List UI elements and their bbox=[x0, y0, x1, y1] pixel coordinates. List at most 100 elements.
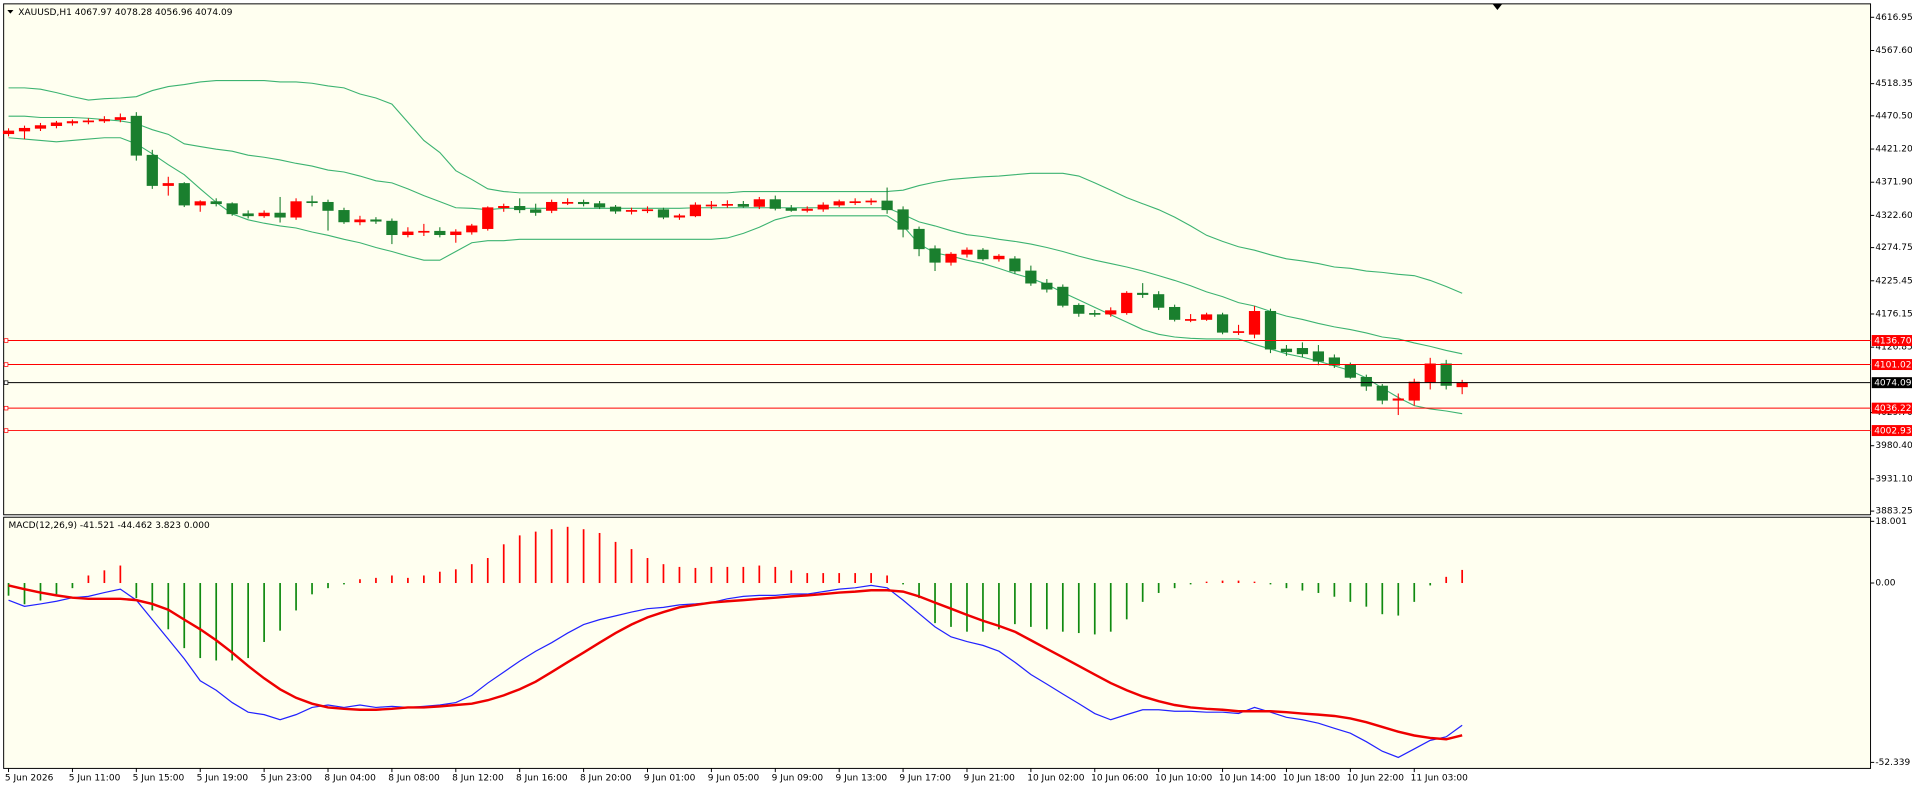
histogram-bar bbox=[806, 573, 809, 584]
y-tick-label: 3931.10 bbox=[1875, 474, 1912, 484]
candle-body bbox=[242, 213, 254, 217]
price-label-box bbox=[1871, 359, 1912, 371]
candle-body bbox=[689, 204, 702, 217]
histogram-bar bbox=[646, 557, 649, 584]
candle-body bbox=[609, 206, 622, 212]
candle-body bbox=[1296, 348, 1309, 355]
candle-body bbox=[1105, 310, 1117, 315]
candle-body bbox=[50, 122, 63, 126]
histogram-bar bbox=[1365, 583, 1368, 607]
candle-body bbox=[625, 210, 638, 212]
price-label-box bbox=[1871, 402, 1912, 414]
histogram-bar bbox=[87, 575, 90, 584]
candle-body bbox=[833, 201, 845, 206]
candle-body bbox=[849, 201, 861, 204]
candle-body bbox=[386, 220, 398, 236]
candle-body bbox=[2, 130, 15, 135]
y-tick-label: 4518.35 bbox=[1875, 79, 1912, 89]
histogram-bar bbox=[1301, 583, 1304, 591]
x-tick-label: 10 Jun 18:00 bbox=[1283, 774, 1341, 784]
x-tick-label: 10 Jun 14:00 bbox=[1219, 774, 1277, 784]
histogram-bar bbox=[742, 566, 745, 584]
histogram-bar bbox=[534, 531, 537, 584]
histogram-bar bbox=[231, 583, 234, 661]
price-label: 4036.22 bbox=[1874, 404, 1911, 414]
histogram-bar bbox=[1014, 583, 1016, 625]
candle-body bbox=[993, 255, 1005, 260]
price-label-box bbox=[1871, 377, 1912, 389]
histogram-bar bbox=[1461, 569, 1464, 584]
x-tick-label: 5 Jun 2026 bbox=[5, 774, 54, 784]
histogram-bar bbox=[327, 583, 329, 589]
x-tick-label: 5 Jun 11:00 bbox=[69, 774, 121, 784]
histogram-bar bbox=[1125, 583, 1128, 620]
candle-body bbox=[34, 125, 47, 129]
histogram-bar bbox=[1349, 583, 1352, 602]
price-label-box bbox=[1871, 335, 1912, 347]
histogram-bar bbox=[119, 565, 122, 584]
candle-body bbox=[1089, 313, 1101, 315]
histogram-bar bbox=[151, 583, 154, 611]
candle-body bbox=[1248, 311, 1261, 335]
histogram-bar bbox=[1317, 583, 1320, 593]
candle-body bbox=[785, 208, 797, 211]
candle-body bbox=[562, 201, 574, 204]
x-tick-label: 9 Jun 21:00 bbox=[963, 774, 1015, 784]
line-series bbox=[8, 584, 1463, 759]
chart-title: XAUUSD,H1 4067.97 4078.28 4056.96 4074.0… bbox=[18, 8, 232, 18]
candle-body bbox=[178, 183, 190, 206]
candle-body bbox=[418, 230, 430, 233]
histogram-bar bbox=[678, 566, 681, 584]
histogram-bar bbox=[1061, 583, 1064, 632]
candle-body bbox=[1073, 304, 1085, 314]
candle-body bbox=[1041, 282, 1053, 290]
x-tick-label: 9 Jun 01:00 bbox=[644, 774, 696, 784]
candle-body bbox=[865, 200, 877, 203]
candle-body bbox=[18, 127, 31, 132]
y-tick-label: 4176.15 bbox=[1875, 309, 1912, 319]
histogram-bar bbox=[694, 567, 697, 584]
y-tick-label: 4274.75 bbox=[1875, 243, 1912, 253]
histogram-bar bbox=[1429, 583, 1432, 586]
histogram-bar bbox=[55, 583, 58, 595]
histogram-bar bbox=[902, 583, 904, 585]
y-tick-label: 4126.85 bbox=[1875, 343, 1912, 353]
y-tick-label: 4371.90 bbox=[1875, 178, 1912, 188]
histogram-bar bbox=[359, 579, 361, 584]
y-tick-label: 4225.45 bbox=[1875, 276, 1912, 286]
price-line-anchor bbox=[3, 380, 9, 385]
histogram-bar bbox=[71, 583, 74, 589]
candle-body bbox=[1344, 364, 1356, 378]
candle-body bbox=[1424, 363, 1436, 383]
x-tick-label: 10 Jun 06:00 bbox=[1091, 774, 1149, 784]
candle-body bbox=[881, 200, 893, 211]
y-tick-label: 4567.60 bbox=[1875, 46, 1912, 56]
candle-body bbox=[737, 203, 749, 207]
histogram-bar bbox=[518, 535, 521, 584]
y-tick-label: 4470.50 bbox=[1875, 111, 1912, 121]
histogram-bar bbox=[1285, 583, 1288, 589]
x-tick-label: 11 Jun 03:00 bbox=[1411, 774, 1469, 784]
candle-body bbox=[338, 210, 350, 223]
candle-body bbox=[1328, 357, 1340, 366]
histogram-bar bbox=[438, 571, 441, 584]
histogram-bar bbox=[1173, 583, 1176, 589]
x-tick-label: 10 Jun 10:00 bbox=[1155, 774, 1213, 784]
histogram-bar bbox=[854, 573, 857, 584]
candle-body bbox=[130, 115, 142, 156]
histogram-bar bbox=[1093, 583, 1096, 635]
candle-body bbox=[1057, 286, 1069, 306]
menu-arrow bbox=[7, 9, 14, 14]
candle-body bbox=[1169, 306, 1181, 320]
candle-body bbox=[146, 154, 158, 186]
candle-body bbox=[114, 117, 126, 120]
candle-body bbox=[721, 203, 733, 206]
histogram-bar bbox=[502, 544, 505, 584]
histogram-bar bbox=[566, 526, 569, 584]
histogram-bar bbox=[7, 583, 10, 596]
candle-body bbox=[1232, 331, 1245, 333]
price-line-anchor bbox=[3, 428, 9, 433]
candle-body bbox=[1153, 294, 1165, 308]
candle-body bbox=[977, 249, 989, 260]
candle-body bbox=[1440, 363, 1452, 386]
